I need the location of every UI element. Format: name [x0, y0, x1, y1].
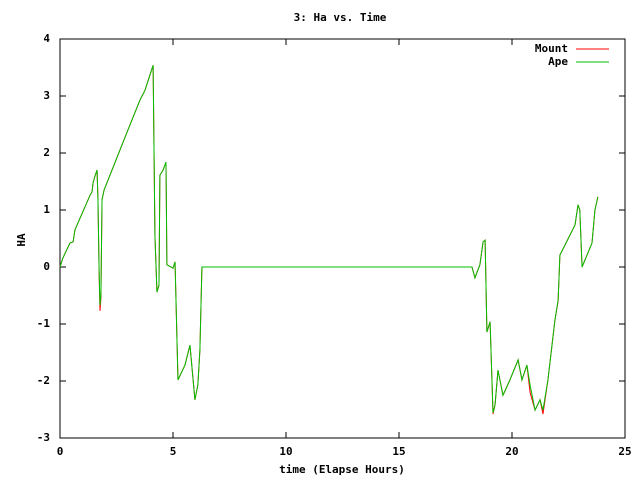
y-tick-label: -1 [37, 317, 51, 330]
x-tick-label: 10 [279, 445, 292, 458]
x-tick-label: 0 [57, 445, 64, 458]
y-tick-label: 3 [43, 89, 50, 102]
legend-label: Ape [548, 55, 568, 68]
y-tick-label: -2 [37, 374, 50, 387]
chart-title: 3: Ha vs. Time [294, 11, 387, 24]
x-tick-label: 5 [170, 445, 177, 458]
y-tick-label: 0 [43, 260, 50, 273]
legend-label: Mount [535, 42, 568, 55]
y-tick-label: 2 [43, 146, 50, 159]
data-line [59, 65, 599, 414]
y-tick-label: 4 [43, 32, 50, 45]
y-axis-label: HA [15, 233, 28, 247]
x-tick-label: 15 [392, 445, 405, 458]
x-tick-label: 20 [505, 445, 518, 458]
x-tick-label: 25 [618, 445, 631, 458]
plot-frame [59, 38, 626, 439]
y-tick-label: -3 [37, 431, 50, 444]
y-tick-label: 1 [43, 203, 50, 216]
x-axis-label: time (Elapse Hours) [279, 463, 405, 476]
